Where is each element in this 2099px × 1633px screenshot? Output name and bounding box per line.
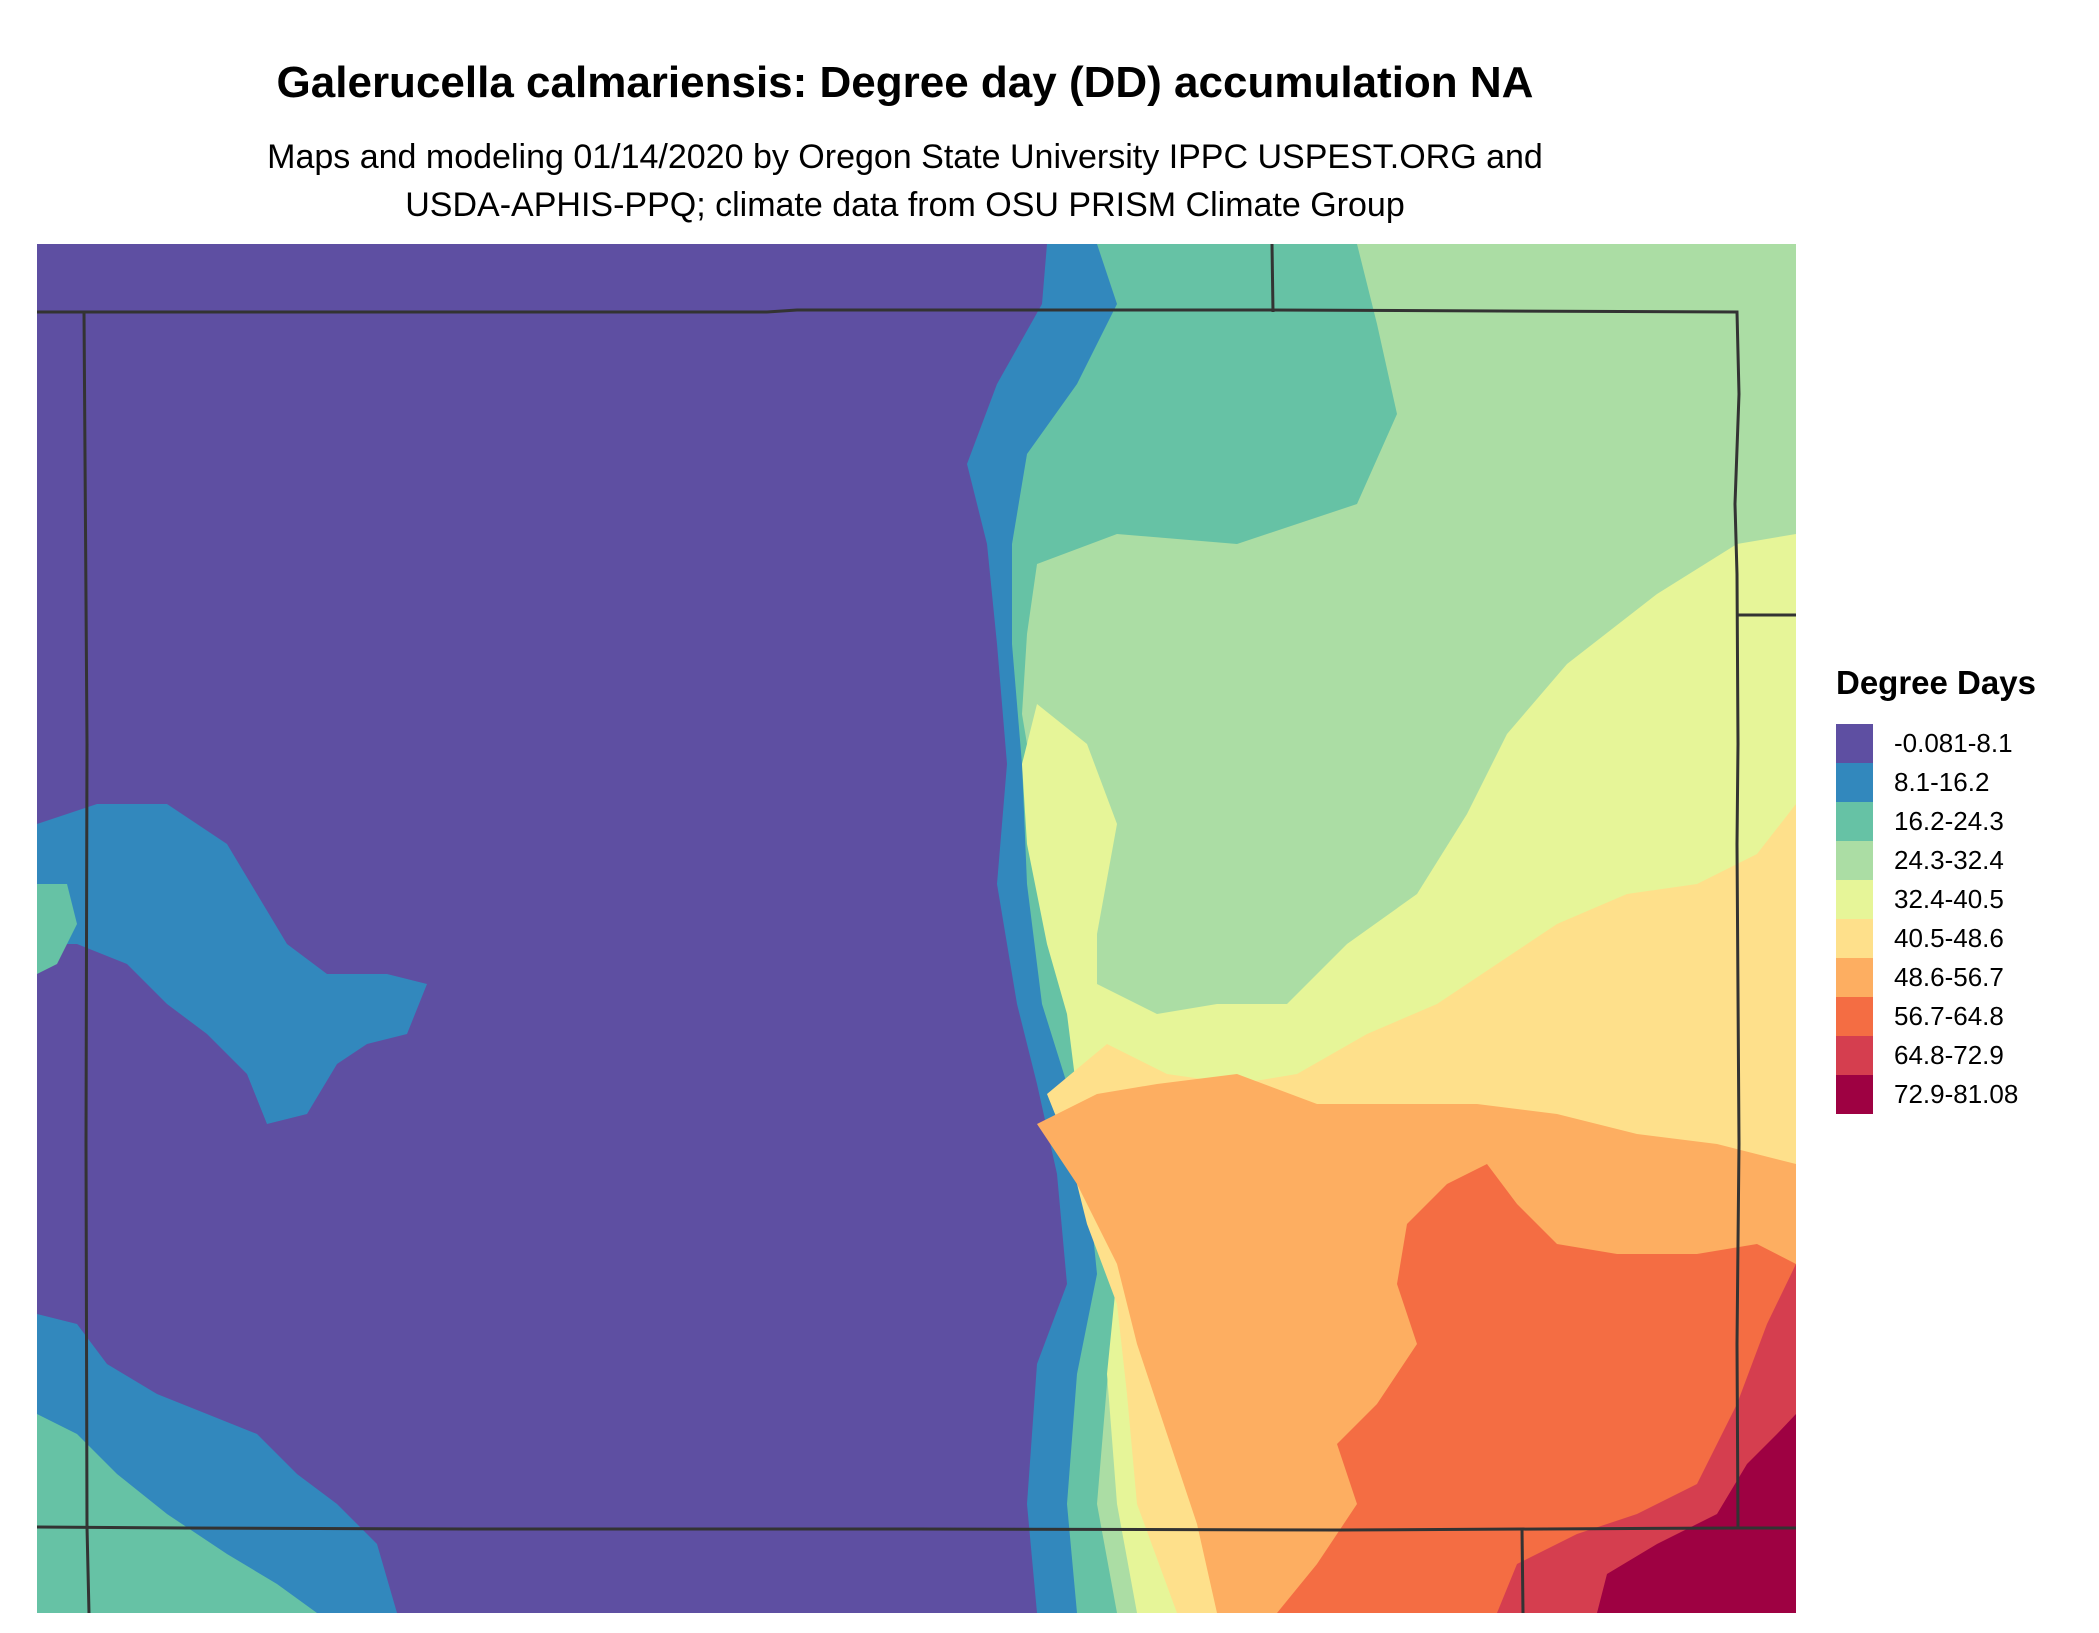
map-subtitle-line-2: USDA-APHIS-PPQ; climate data from OSU PR… — [405, 186, 1405, 224]
legend-swatch — [1836, 880, 1873, 919]
legend-swatch — [1836, 802, 1873, 841]
legend-swatch — [1836, 841, 1873, 880]
legend-item: 16.2-24.3 — [1836, 802, 2036, 841]
legend-item: -0.081-8.1 — [1836, 724, 2036, 763]
legend-swatch — [1836, 958, 1873, 997]
legend-swatch — [1836, 1075, 1873, 1114]
legend-swatch — [1836, 724, 1873, 763]
degree-day-map — [37, 244, 1796, 1613]
legend-item: 64.8-72.9 — [1836, 1036, 2036, 1075]
map-subtitle-line-1: Maps and modeling 01/14/2020 by Oregon S… — [267, 138, 1543, 176]
legend-item: 8.1-16.2 — [1836, 763, 2036, 802]
legend-item: 32.4-40.5 — [1836, 880, 2036, 919]
southwest-region-dd-class-3 — [37, 1414, 317, 1613]
west-region-dd-class-2 — [37, 804, 427, 1124]
legend-item: 72.9-81.08 — [1836, 1075, 2036, 1114]
legend-title: Degree Days — [1836, 664, 2036, 701]
legend-label: 32.4-40.5 — [1894, 884, 2004, 914]
legend: Degree Days -0.081-8.1 8.1-16.2 16.2-24.3 2… — [1836, 664, 2036, 1114]
legend-label: 56.7-64.8 — [1894, 1001, 2004, 1031]
west-region-dd-class-3 — [37, 884, 77, 974]
legend-label: 8.1-16.2 — [1894, 767, 1990, 797]
legend-label: 16.2-24.3 — [1894, 806, 2004, 836]
legend-item: 24.3-32.4 — [1836, 841, 2036, 880]
legend-label: 40.5-48.6 — [1894, 923, 2004, 953]
legend-item: 40.5-48.6 — [1836, 919, 2036, 958]
map-title: Galerucella calmariensis: Degree day (DD… — [276, 58, 1534, 107]
state-boundaries — [37, 244, 1796, 1613]
legend-label: -0.081-8.1 — [1894, 728, 2013, 758]
legend-swatch — [1836, 997, 1873, 1036]
legend-label: 24.3-32.4 — [1894, 845, 2004, 875]
legend-swatch — [1836, 919, 1873, 958]
legend-swatch — [1836, 763, 1873, 802]
region-dd-class-10 — [1597, 1414, 1796, 1613]
legend-items: -0.081-8.1 8.1-16.2 16.2-24.3 24.3-32.4 32.4… — [1836, 724, 2036, 1114]
legend-item: 56.7-64.8 — [1836, 997, 2036, 1036]
legend-item: 48.6-56.7 — [1836, 958, 2036, 997]
legend-swatch — [1836, 1036, 1873, 1075]
legend-label: 64.8-72.9 — [1894, 1040, 2004, 1070]
legend-label: 48.6-56.7 — [1894, 962, 2004, 992]
legend-label: 72.9-81.08 — [1894, 1079, 2019, 1109]
